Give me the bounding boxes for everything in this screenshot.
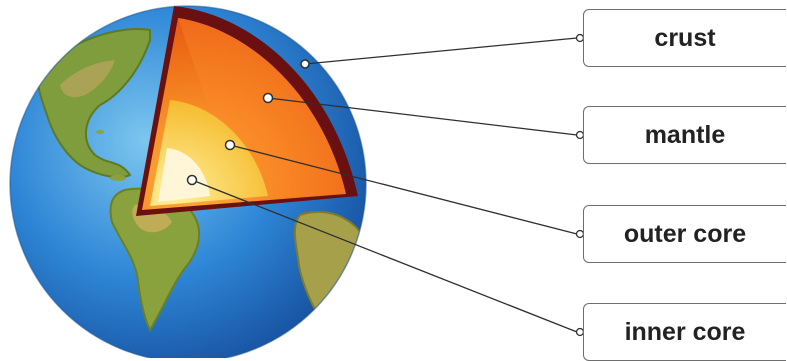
label-box-outer-core: outer core bbox=[583, 205, 786, 263]
continent-highlight bbox=[60, 60, 115, 98]
anchor-dot-inner-core bbox=[186, 174, 198, 186]
label-mantle: mantle bbox=[644, 120, 726, 149]
continent-north-america bbox=[37, 28, 151, 179]
label-inner-core: inner core bbox=[624, 317, 746, 346]
label-box-mantle: mantle bbox=[583, 106, 786, 164]
label-box-crust: crust bbox=[583, 9, 786, 67]
label-outer-core: outer core bbox=[623, 219, 747, 248]
continents bbox=[37, 28, 366, 333]
label-crust: crust bbox=[654, 23, 716, 52]
leader-line-outer-core bbox=[229, 144, 578, 235]
island bbox=[96, 130, 104, 134]
anchor-dot-mantle bbox=[262, 92, 274, 104]
leader-lines bbox=[191, 37, 578, 333]
mantle-face bbox=[178, 18, 346, 200]
anchor-dot-crust bbox=[300, 59, 310, 69]
anchor-dot-outer-core bbox=[224, 139, 236, 151]
label-box-inner-core: inner core bbox=[583, 303, 786, 361]
leader-line-mantle bbox=[267, 97, 578, 136]
leader-line-inner-core bbox=[191, 179, 578, 333]
inner-core-layer bbox=[158, 148, 210, 202]
globe-outline bbox=[9, 5, 367, 358]
island bbox=[110, 175, 126, 181]
anchor-dots bbox=[186, 59, 310, 186]
box-connector-dots bbox=[575, 33, 585, 337]
leader-line-crust bbox=[304, 37, 578, 65]
